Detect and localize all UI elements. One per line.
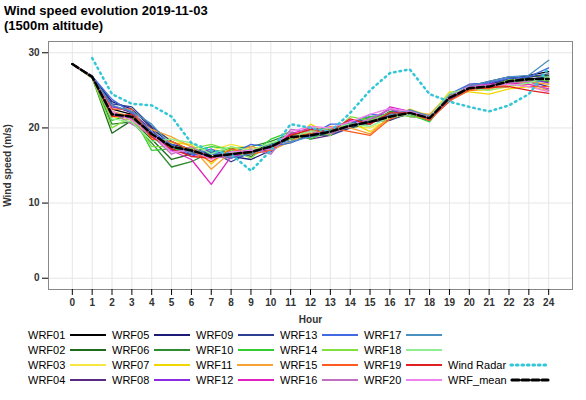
html-text:WRF16: WRF16 [280,373,318,386]
svg-text:13: 13 [325,297,337,308]
html-text:WRF08: WRF08 [112,373,150,386]
svg-text:30: 30 [28,47,40,58]
svg-text:8: 8 [228,297,234,308]
svg-text:10: 10 [28,197,40,208]
html-text:WRF04: WRF04 [28,373,66,386]
svg-text:9: 9 [248,297,254,308]
html-text:WRF09: WRF09 [196,328,234,341]
html-text:WRF01: WRF01 [28,328,66,341]
html-text:WRF14: WRF14 [280,343,318,356]
html-text:Wind Radar: Wind Radar [448,358,507,371]
svg-text:12: 12 [305,297,317,308]
html-text:WRF05: WRF05 [112,328,150,341]
svg-text:0: 0 [34,272,40,283]
html-text:WRF17: WRF17 [364,328,402,341]
svg-text:21: 21 [484,297,496,308]
svg-text:2: 2 [109,297,115,308]
html-text:WRF_mean: WRF_mean [448,373,507,386]
html-text:WRF07: WRF07 [112,358,150,371]
svg-text:16: 16 [384,297,396,308]
html-text:WRF11: WRF11 [196,358,233,371]
svg-text:20: 20 [464,297,476,308]
svg-text:7: 7 [208,297,214,308]
svg-text:20: 20 [28,122,40,133]
svg-text:6: 6 [189,297,195,308]
html-text:WRF10: WRF10 [196,343,234,356]
svg-text:11: 11 [285,297,296,308]
svg-text:5: 5 [169,297,175,308]
html-text:WRF03: WRF03 [28,358,66,371]
svg-text:3: 3 [129,297,135,308]
html-text:WRF13: WRF13 [280,328,318,341]
html-text:WRF18: WRF18 [364,343,402,356]
html-text:WRF20: WRF20 [364,373,402,386]
svg-text:22: 22 [503,297,515,308]
svg-text:0: 0 [70,297,76,308]
html-text:WRF02: WRF02 [28,343,66,356]
svg-text:10: 10 [265,297,277,308]
html-text:Wind speed evolution 2019-11-0: Wind speed evolution 2019-11-03 [4,3,208,18]
html-text:WRF19: WRF19 [364,358,402,371]
svg-text:1: 1 [89,297,95,308]
html-text:WRF06: WRF06 [112,343,150,356]
svg-text:19: 19 [444,297,456,308]
svg-text:Wind speed (m/s): Wind speed (m/s) [2,124,13,207]
html-text:WRF12: WRF12 [196,373,234,386]
html-text:WRF15: WRF15 [280,358,318,371]
svg-text:14: 14 [345,297,357,308]
svg-text:17: 17 [404,297,416,308]
svg-text:23: 23 [523,297,535,308]
svg-text:18: 18 [424,297,436,308]
svg-text:24: 24 [543,297,555,308]
html-text:(1500m altitude): (1500m altitude) [4,18,103,33]
svg-text:Hour: Hour [299,314,322,325]
svg-text:4: 4 [149,297,155,308]
svg-text:15: 15 [364,297,376,308]
